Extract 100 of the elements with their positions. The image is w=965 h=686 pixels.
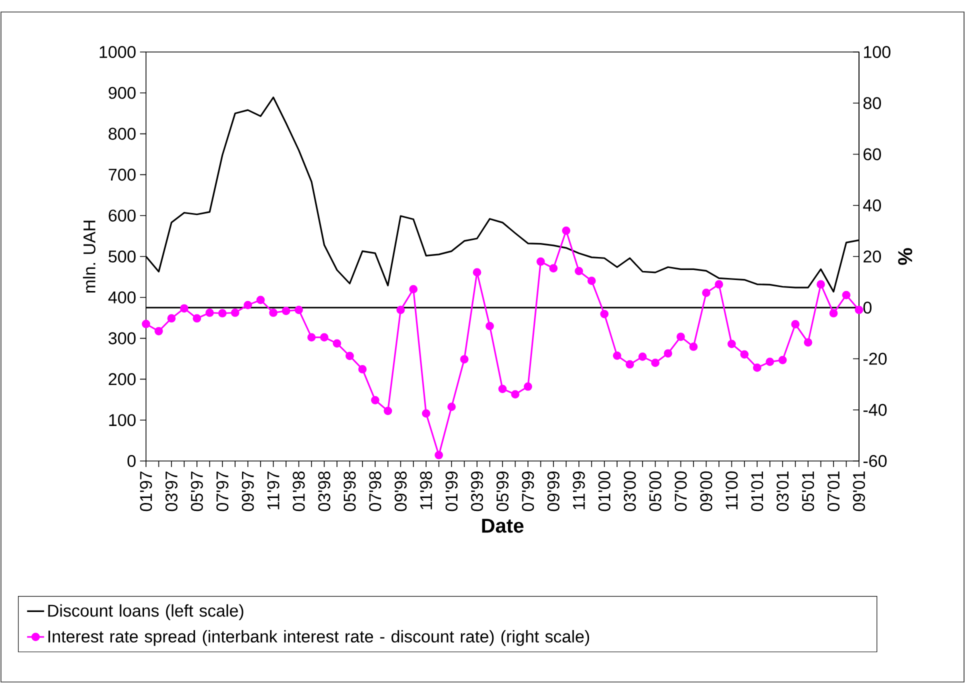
x-tick-label: 03'98 [318,471,330,512]
x-tick-label: 09'01 [852,472,866,512]
point [829,309,838,318]
point [727,340,736,348]
point [612,351,622,360]
x-tick-label: 11'97 [267,472,280,510]
y-tick-label: 200 [108,373,136,386]
point [702,288,710,297]
point [587,276,596,285]
point [626,360,634,369]
x-tick-label: 01'00 [598,471,610,512]
point [791,320,800,328]
x-tick-label: 03'01 [776,472,789,512]
y-tick-label: 500 [108,250,136,263]
point [307,333,316,342]
y-tick-label: 400 [108,291,136,304]
x-tick-label: 09'97 [242,472,254,512]
x-tick-label: 09'98 [394,471,407,512]
x-tick-label: 03'99 [471,472,484,512]
point [256,296,265,304]
point [409,285,418,294]
point [574,266,584,276]
point [524,382,532,391]
point [434,450,444,460]
point [676,332,685,341]
x-tick-label: 07'97 [216,472,228,512]
y2-tick-label: 20 [864,250,881,263]
point [740,350,749,359]
y-tick-label: 0 [128,454,136,468]
point [549,264,558,272]
y2-tick-label: -40 [863,404,887,416]
x-tick-label: 03'00 [624,471,636,512]
point [766,358,774,366]
point [498,384,507,394]
point [562,226,570,235]
point [244,300,252,310]
y2-tick-label: 60 [864,148,881,160]
point [804,338,812,347]
x-tick-label: 03'97 [165,472,178,512]
point [638,352,647,361]
point [486,322,494,330]
point [332,339,342,348]
point [842,290,850,300]
point [472,268,482,277]
point [422,409,430,418]
x-tick-label: 07'01 [828,472,840,512]
x-tick-label: 11'00 [726,471,738,510]
x-tick-label: 11'98 [420,471,432,510]
x-tick-label: 01'99 [446,472,458,512]
point [282,306,290,316]
point [816,280,825,289]
point [320,333,328,342]
point [689,342,698,351]
point [714,280,724,289]
x-tick-label: 01'98 [292,471,305,512]
x-tick-label: 05'98 [344,471,356,512]
y2-tick-label: 0 [863,302,872,314]
point [218,309,227,318]
y-tick-label: 100 [109,414,136,426]
x-tick-label: 07'99 [522,472,534,512]
point [167,314,176,323]
point [230,308,240,317]
y2-tick-label: 80 [863,97,881,110]
point [370,396,380,404]
point [600,310,609,318]
y-axis-title: mln. UAH [82,220,96,293]
x-tick-label: 07'98 [369,471,382,512]
point [346,352,354,360]
y-tick-label: 700 [108,168,136,181]
point [854,306,864,314]
point [192,314,202,323]
x-tick-label: 01'01 [751,472,764,512]
point [511,390,520,398]
point [180,304,188,313]
x-tick-label: 05'97 [190,472,203,512]
x-tick-label: 05'01 [802,472,814,512]
x-tick-label: 09'99 [547,472,560,512]
x-tick-label: 11'99 [572,472,585,510]
y-tick-label: 1000 [100,46,136,58]
point [778,356,787,364]
y2-axis-title: % [898,248,912,265]
point [269,308,278,317]
y-tick-label: 800 [108,128,136,140]
y-tick-label: 300 [108,332,136,344]
x-tick-label: 05'00 [649,471,662,512]
point [447,402,456,411]
point [664,349,672,358]
y2-tick-label: 40 [863,199,881,212]
legend-label: Interest rate spread (interbank interest rate - discount rate) (right scale) [48,630,590,646]
x-tick-label: 01'97 [140,472,152,512]
y2-tick-label: 100 [864,46,890,58]
y2-tick-label: -60 [863,454,887,468]
point [142,320,150,328]
x-tick-label: 07'00 [674,471,687,512]
point [358,365,367,374]
point [651,358,660,368]
point [752,364,762,372]
y2-tick-label: -20 [863,352,887,365]
x-axis-title: Date [482,518,524,533]
point [536,257,545,266]
